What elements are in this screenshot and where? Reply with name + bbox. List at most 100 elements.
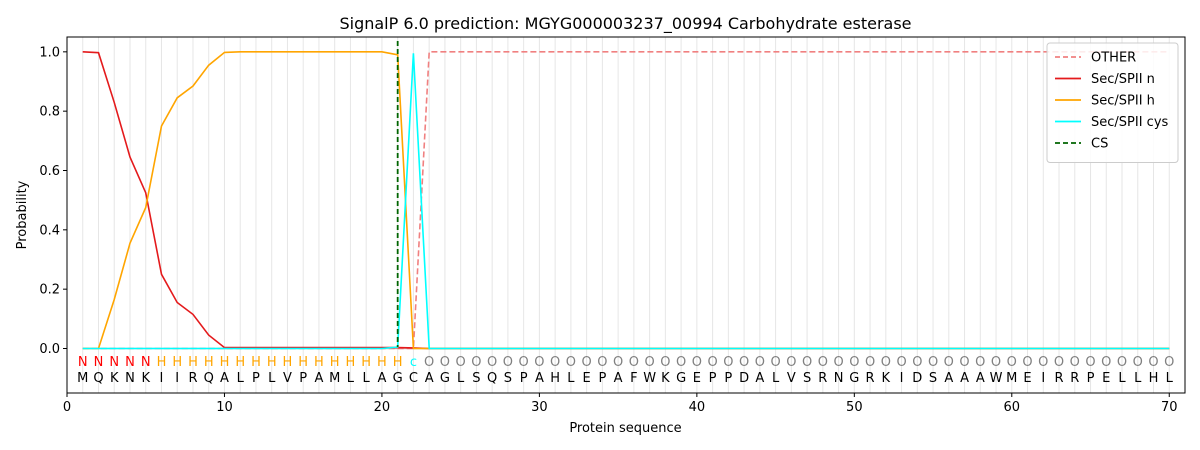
amino-acid-label: E bbox=[583, 371, 591, 386]
residue-region-label: O bbox=[849, 355, 859, 370]
residue-region-label: O bbox=[833, 355, 843, 370]
amino-acid-label: S bbox=[472, 371, 480, 386]
residue-annotations: NMNQNKNNNKHIHIHRHQHAHLHPHLHVHPHAHMHLHLHA… bbox=[77, 355, 1174, 386]
residue-region-label: O bbox=[739, 355, 749, 370]
residue-region-label: O bbox=[770, 355, 780, 370]
residue-region-label: H bbox=[188, 355, 198, 370]
residue-region-label: N bbox=[125, 355, 135, 370]
y-tick-label: 0.6 bbox=[39, 164, 60, 179]
x-tick-label: 70 bbox=[1161, 400, 1178, 415]
residue-region-label: O bbox=[613, 355, 623, 370]
residue-region-label: O bbox=[959, 355, 969, 370]
amino-acid-label: P bbox=[709, 371, 717, 386]
amino-acid-label: H bbox=[550, 371, 560, 386]
amino-acid-label: R bbox=[866, 371, 875, 386]
amino-acid-label: G bbox=[393, 371, 403, 386]
residue-region-label: O bbox=[1085, 355, 1095, 370]
residue-region-label: O bbox=[865, 355, 875, 370]
amino-acid-label: D bbox=[912, 371, 922, 386]
amino-acid-label: G bbox=[440, 371, 450, 386]
residue-region-label: O bbox=[1148, 355, 1158, 370]
amino-acid-label: V bbox=[283, 371, 292, 386]
residue-region-label: O bbox=[440, 355, 450, 370]
y-tick-label: 0.4 bbox=[39, 223, 60, 238]
amino-acid-label: L bbox=[363, 371, 371, 386]
amino-acid-label: R bbox=[1055, 371, 1064, 386]
amino-acid-label: M bbox=[77, 371, 88, 386]
x-axis-label: Protein sequence bbox=[569, 421, 681, 436]
amino-acid-label: W bbox=[643, 371, 656, 386]
residue-region-label: O bbox=[928, 355, 938, 370]
amino-acid-label: S bbox=[929, 371, 937, 386]
amino-acid-label: L bbox=[457, 371, 465, 386]
residue-region-label: O bbox=[692, 355, 702, 370]
amino-acid-label: W bbox=[990, 371, 1003, 386]
residue-region-label: H bbox=[157, 355, 167, 370]
amino-acid-label: Q bbox=[93, 371, 103, 386]
y-tick-label: 0.0 bbox=[39, 342, 60, 357]
residue-region-label: H bbox=[361, 355, 371, 370]
residue-region-label: N bbox=[78, 355, 88, 370]
amino-acid-label: A bbox=[944, 371, 953, 386]
y-tick-label: 0.2 bbox=[39, 283, 60, 298]
legend-label: Sec/SPII h bbox=[1091, 94, 1155, 109]
residue-region-label: H bbox=[251, 355, 261, 370]
amino-acid-label: L bbox=[237, 371, 245, 386]
residue-region-label: O bbox=[723, 355, 733, 370]
legend-box bbox=[1046, 42, 1179, 163]
residue-region-label: O bbox=[1101, 355, 1111, 370]
amino-acid-label: F bbox=[630, 371, 637, 386]
residue-region-label: H bbox=[235, 355, 245, 370]
amino-acid-label: R bbox=[818, 371, 827, 386]
residue-region-label: c bbox=[410, 355, 417, 370]
amino-acid-label: L bbox=[1118, 371, 1126, 386]
amino-acid-label: D bbox=[739, 371, 749, 386]
residue-region-label: O bbox=[881, 355, 891, 370]
legend: OTHER Sec/SPII n Sec/SPII h Sec/SPII cys CS bbox=[1046, 42, 1179, 163]
amino-acid-label: E bbox=[693, 371, 701, 386]
residue-region-label: N bbox=[141, 355, 151, 370]
residue-region-label: O bbox=[456, 355, 466, 370]
x-tick-label: 60 bbox=[1004, 400, 1021, 415]
amino-acid-label: N bbox=[125, 371, 135, 386]
amino-acid-label: Q bbox=[487, 371, 497, 386]
residue-region-label: O bbox=[582, 355, 592, 370]
legend-label: OTHER bbox=[1091, 51, 1136, 66]
residue-region-label: O bbox=[534, 355, 544, 370]
residue-region-label: O bbox=[503, 355, 513, 370]
residue-region-label: O bbox=[660, 355, 670, 370]
residue-region-label: N bbox=[94, 355, 104, 370]
residue-region-label: O bbox=[1164, 355, 1174, 370]
amino-acid-label: G bbox=[676, 371, 686, 386]
amino-acid-label: K bbox=[882, 371, 891, 386]
amino-acid-label: A bbox=[377, 371, 386, 386]
amino-acid-label: A bbox=[425, 371, 434, 386]
residue-region-label: H bbox=[346, 355, 356, 370]
residue-region-label: H bbox=[267, 355, 277, 370]
residue-region-label: O bbox=[1133, 355, 1143, 370]
amino-acid-label: A bbox=[220, 371, 229, 386]
amino-acid-label: I bbox=[160, 371, 164, 386]
residue-region-label: H bbox=[330, 355, 340, 370]
amino-acid-label: L bbox=[567, 371, 575, 386]
residue-region-label: O bbox=[519, 355, 529, 370]
residue-region-label: N bbox=[109, 355, 119, 370]
residue-region-label: H bbox=[204, 355, 214, 370]
y-tick-label: 1.0 bbox=[39, 45, 60, 60]
residue-region-label: O bbox=[1022, 355, 1032, 370]
residue-region-label: O bbox=[1117, 355, 1127, 370]
amino-acid-label: E bbox=[1023, 371, 1031, 386]
amino-acid-label: L bbox=[1134, 371, 1142, 386]
amino-acid-label: R bbox=[1070, 371, 1079, 386]
series-line-sec-spii-h bbox=[82, 50, 1170, 350]
amino-acid-label: P bbox=[299, 371, 307, 386]
amino-acid-label: P bbox=[724, 371, 732, 386]
axis-ticks: 0 10 20 30 40 50 60 70 0.0 0.2 0.4 0.6 0.8 1.0 bbox=[39, 45, 1177, 415]
residue-region-label: O bbox=[896, 355, 906, 370]
x-tick-label: 40 bbox=[689, 400, 706, 415]
amino-acid-label: P bbox=[252, 371, 260, 386]
residue-region-label: O bbox=[676, 355, 686, 370]
residue-region-label: O bbox=[487, 355, 497, 370]
amino-acid-label: A bbox=[976, 371, 985, 386]
residue-region-label: O bbox=[912, 355, 922, 370]
